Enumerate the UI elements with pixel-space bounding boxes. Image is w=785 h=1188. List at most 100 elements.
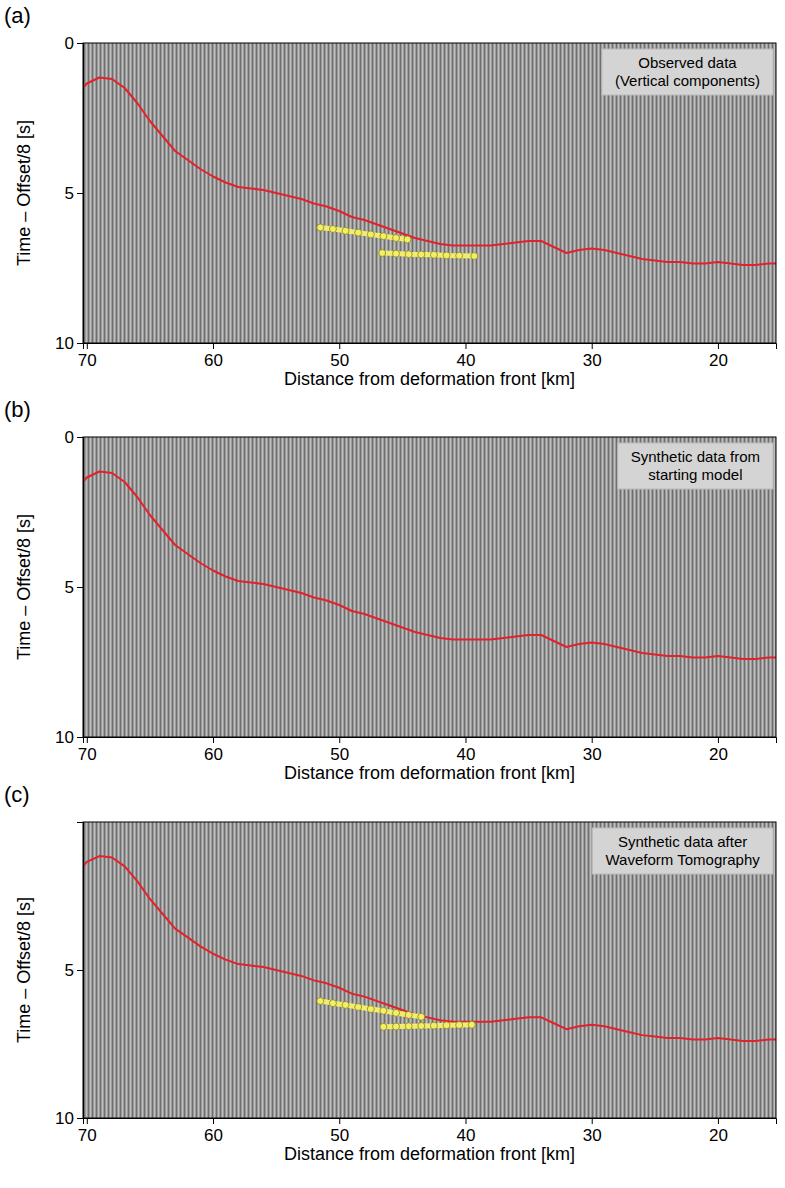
x-axis-title: Distance from deformation front [km]	[284, 369, 575, 389]
y-tick-mark	[77, 1118, 83, 1119]
y-tick-mark	[77, 193, 83, 194]
plot-background	[83, 43, 776, 343]
x-tick-mark	[465, 1118, 466, 1124]
x-tick-mark	[718, 343, 719, 349]
x-tick: 70	[78, 1118, 97, 1145]
plot-background	[83, 437, 776, 737]
x-tick-mark	[592, 1118, 593, 1124]
x-axis-line	[84, 344, 777, 350]
y-tick: 5	[65, 184, 83, 203]
x-tick-label: 60	[204, 1126, 223, 1145]
y-axis: 0 5 10	[55, 34, 83, 353]
pick-point	[380, 233, 387, 240]
pick-point	[405, 1011, 412, 1018]
x-tick: 20	[709, 343, 728, 370]
y-tick-label: 0	[65, 428, 74, 447]
x-axis-title: Distance from deformation front [km]	[284, 1144, 575, 1164]
y-tick: 5	[65, 961, 83, 980]
y-axis-line	[77, 44, 84, 344]
plot-frame	[83, 437, 776, 737]
pick-point	[317, 224, 324, 231]
x-tick: 20	[709, 737, 728, 764]
x-tick: 60	[204, 737, 223, 764]
x-tick: 40	[457, 737, 476, 764]
y-axis-title: Time – Offset/8 [s]	[14, 514, 34, 660]
x-tick-label: 50	[330, 351, 349, 370]
panel-label: (c)	[4, 782, 30, 807]
title-box: Synthetic data afterWaveform Tomography	[592, 828, 773, 874]
x-tick-mark	[213, 1118, 214, 1124]
x-tick: 60	[204, 1118, 223, 1145]
title-box: Synthetic data fromstarting model	[618, 443, 773, 489]
x-tick-label: 20	[709, 351, 728, 370]
pick-point	[380, 1023, 387, 1030]
title: starting model	[648, 466, 742, 483]
x-tick-label: 30	[583, 745, 602, 764]
plot-frame	[83, 43, 776, 343]
x-tick-label: 30	[583, 1126, 602, 1145]
pick-point	[355, 1004, 362, 1011]
x-tick-mark	[718, 737, 719, 743]
y-axis-line	[77, 823, 84, 1119]
plot-frame	[83, 822, 776, 1118]
y-tick-label: 10	[55, 1109, 74, 1128]
title: Waveform Tomography	[606, 851, 761, 868]
x-tick-mark	[592, 343, 593, 349]
x-tick: 50	[330, 1118, 349, 1145]
pick-point	[393, 235, 400, 242]
x-tick-mark	[465, 343, 466, 349]
y-axis: 0 5 10	[55, 428, 83, 747]
y-tick-mark	[77, 970, 83, 971]
y-tick: 0	[65, 428, 83, 447]
x-axis-line	[84, 738, 777, 744]
y-axis: 5 10	[55, 823, 83, 1128]
pick-point	[393, 250, 400, 257]
x-tick: 50	[330, 737, 349, 764]
pick-point	[418, 1022, 425, 1029]
y-tick-label: 10	[55, 334, 74, 353]
title: Synthetic data from	[631, 448, 760, 465]
y-tick: 10	[55, 728, 83, 747]
plot-area	[83, 78, 776, 266]
title-box-background	[618, 443, 773, 489]
y-tick-mark	[77, 737, 83, 738]
x-axis: 706050403020	[78, 737, 777, 764]
x-tick-label: 30	[583, 351, 602, 370]
y-axis-title: Time – Offset/8 [s]	[14, 897, 34, 1043]
title-box: Observed data(Vertical components)	[602, 49, 773, 95]
y-tick-mark	[77, 43, 83, 44]
y-tick-mark	[77, 343, 83, 344]
y-tick-label: 5	[65, 961, 74, 980]
x-tick-label: 70	[78, 1126, 97, 1145]
x-axis-title: Distance from deformation front [km]	[284, 763, 575, 783]
x-tick-mark	[339, 737, 340, 743]
x-tick-label: 60	[204, 745, 223, 764]
y-tick-mark	[77, 437, 83, 438]
x-axis-line	[84, 1119, 777, 1125]
y-tick: 0	[65, 34, 83, 53]
x-tick-label: 50	[330, 745, 349, 764]
first-arrival-line	[83, 472, 776, 660]
pick-point	[443, 1022, 450, 1029]
x-tick: 40	[457, 1118, 476, 1145]
pick-point	[405, 1023, 412, 1030]
x-tick: 20	[709, 1118, 728, 1145]
y-tick-label: 5	[65, 184, 74, 203]
pick-point	[342, 227, 349, 234]
pick-point	[317, 998, 324, 1005]
x-tick-label: 40	[457, 745, 476, 764]
pick-point	[393, 1023, 400, 1030]
y-tick-label: 5	[65, 578, 74, 597]
x-tick: 40	[457, 343, 476, 370]
x-axis: 70 60 50 40 30 20	[78, 1118, 777, 1145]
title-box-background	[602, 49, 773, 95]
x-tick: 70	[78, 343, 97, 370]
x-tick-mark	[465, 737, 466, 743]
pick-point	[418, 251, 425, 258]
x-tick: 30	[583, 1118, 602, 1145]
x-tick: 30	[583, 737, 602, 764]
pick-point	[471, 253, 478, 260]
pick-point	[367, 1006, 374, 1013]
figure: 7060504030200510Distance from deformatio…	[0, 0, 785, 1188]
pick-point	[404, 236, 411, 243]
